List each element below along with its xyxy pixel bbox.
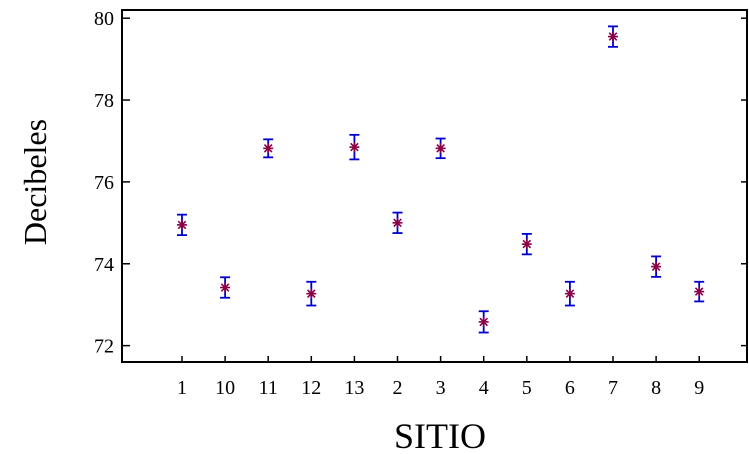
data-point <box>435 137 446 160</box>
point-marker <box>694 286 705 297</box>
x-tick-label: 7 <box>608 377 618 399</box>
x-tick-label: 6 <box>565 377 575 399</box>
y-tick-label: 80 <box>94 8 114 30</box>
x-tick-label: 8 <box>651 377 661 399</box>
data-point <box>263 138 274 159</box>
data-point <box>392 211 403 234</box>
x-tick-label: 11 <box>259 377 278 399</box>
x-axis-title: SITIO <box>394 416 486 454</box>
y-axis: 72 74 76 78 80 <box>94 8 747 358</box>
x-tick-label: 10 <box>215 377 235 399</box>
point-marker <box>392 217 403 228</box>
data-points <box>177 25 705 334</box>
data-point <box>478 310 489 334</box>
x-tick-label: 4 <box>479 377 489 399</box>
data-point <box>177 213 187 237</box>
y-tick-label: 74 <box>94 254 114 276</box>
x-tick-label: 9 <box>694 377 704 399</box>
data-point <box>306 280 317 307</box>
y-axis-title: Decibeles <box>17 119 53 245</box>
data-point <box>651 255 662 278</box>
point-marker <box>651 261 662 272</box>
point-marker <box>177 219 187 230</box>
data-point <box>521 232 532 256</box>
data-point <box>349 133 360 161</box>
point-marker <box>608 31 618 42</box>
point-marker <box>564 288 575 299</box>
x-tick-label: 13 <box>344 377 364 399</box>
x-tick-label: 3 <box>436 377 446 399</box>
x-tick-label: 12 <box>301 377 321 399</box>
data-point <box>564 280 575 307</box>
point-marker <box>478 316 489 327</box>
y-tick-label: 78 <box>94 90 114 112</box>
point-marker <box>435 143 446 154</box>
point-marker <box>306 288 317 299</box>
point-marker <box>220 282 231 293</box>
data-point <box>608 25 618 48</box>
point-marker <box>521 239 532 250</box>
point-marker <box>263 143 274 154</box>
data-point <box>694 280 705 303</box>
y-tick-label: 76 <box>94 172 114 194</box>
x-axis: 1 10 11 12 13 2 3 4 5 6 7 8 9 <box>177 356 704 399</box>
point-marker <box>349 142 360 153</box>
x-tick-label: 5 <box>522 377 532 399</box>
y-tick-label: 72 <box>94 336 114 358</box>
plot-area <box>121 9 748 363</box>
data-point <box>220 276 231 299</box>
x-tick-label: 1 <box>177 377 187 399</box>
x-tick-label: 2 <box>393 377 403 399</box>
